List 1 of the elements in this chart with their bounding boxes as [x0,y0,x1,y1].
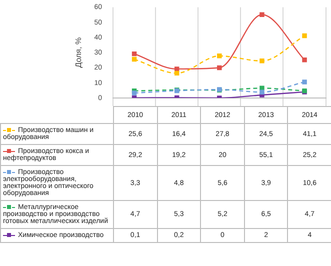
y-axis-title: Доля, % [74,37,84,68]
